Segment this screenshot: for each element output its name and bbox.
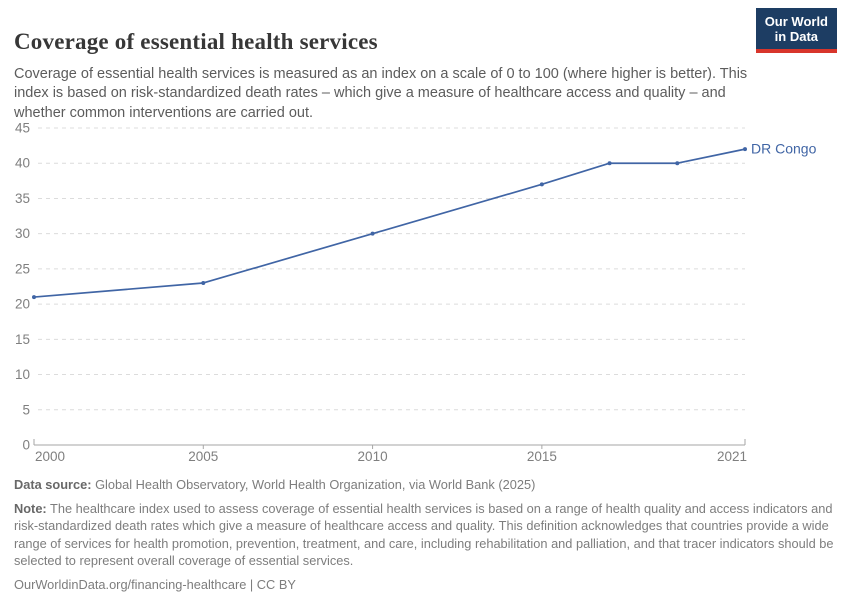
page-title: Coverage of essential health services xyxy=(14,29,378,55)
data-point-marker[interactable] xyxy=(743,147,747,152)
data-source-line: Data source: Global Health Observatory, … xyxy=(14,476,836,494)
y-tick-label: 45 xyxy=(15,121,30,136)
owid-logo-line2: in Data xyxy=(774,29,819,44)
x-tick-label: 2005 xyxy=(188,449,218,463)
chart-footer: Data source: Global Health Observatory, … xyxy=(14,476,836,599)
data-source-text: Global Health Observatory, World Health … xyxy=(91,477,536,492)
x-tick-label: 2021 xyxy=(717,449,747,463)
chart-canvas[interactable]: 0 5 10 15 20 25 30 35 40 45 2000 2005 2010 2015 2021 DR… xyxy=(0,118,850,464)
y-tick-label: 0 xyxy=(22,438,30,453)
chart-subtitle: Coverage of essential health services is… xyxy=(14,65,748,121)
y-tick-label: 25 xyxy=(15,261,30,276)
note-line: Note: The healthcare index used to asses… xyxy=(14,500,836,570)
data-point-marker[interactable] xyxy=(32,295,36,300)
y-tick-label: 30 xyxy=(15,226,30,241)
series-line[interactable] xyxy=(33,148,746,298)
y-tick-label: 5 xyxy=(22,402,30,417)
owid-logo[interactable]: Our World in Data xyxy=(755,8,837,53)
y-tick-label: 40 xyxy=(15,156,30,171)
x-tick-label: 2010 xyxy=(358,449,388,463)
note-text: The healthcare index used to assess cove… xyxy=(14,500,834,569)
x-tick-label: 2000 xyxy=(35,449,65,463)
data-point-marker[interactable] xyxy=(539,182,544,187)
data-point-marker[interactable] xyxy=(675,161,680,166)
data-point-marker[interactable] xyxy=(201,280,206,285)
x-tick-label: 2015 xyxy=(527,449,557,463)
data-point-marker[interactable] xyxy=(607,161,612,166)
note-label: Note: xyxy=(14,500,47,516)
y-tick-label: 10 xyxy=(15,367,30,382)
series-end-label[interactable]: DR Congo xyxy=(751,141,817,157)
y-tick-label: 15 xyxy=(15,332,30,347)
citation-url[interactable]: OurWorldinData.org/financing-healthcare … xyxy=(14,576,296,592)
y-tick-label: 20 xyxy=(15,297,30,312)
y-tick-label: 35 xyxy=(15,191,30,206)
data-point-marker[interactable] xyxy=(370,231,375,236)
data-source-label: Data source: xyxy=(14,477,92,492)
owid-logo-line1: Our World xyxy=(764,14,828,29)
